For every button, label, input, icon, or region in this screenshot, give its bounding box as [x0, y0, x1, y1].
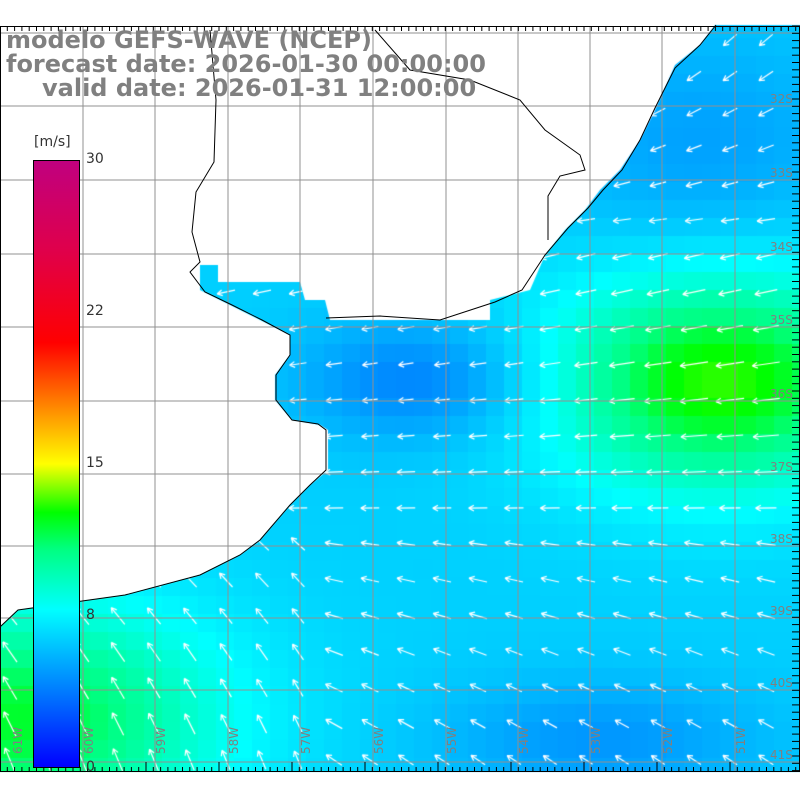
latitude-label: 32S [770, 92, 793, 106]
latitude-label: 33S [770, 166, 793, 180]
map-frame [0, 26, 800, 772]
longitude-label: 57W [299, 727, 313, 754]
title-forecast-date: forecast date: 2026-01-30 00:00:00 [6, 50, 486, 78]
colorbar-tick: 0 [86, 759, 95, 775]
longitude-labels: 61W 60W 59W 58W 57W 56W 55W 54W 53W 52W 51W [11, 727, 748, 754]
longitude-label: 61W [11, 727, 25, 754]
longitude-label: 53W [589, 727, 603, 754]
longitude-label: 58W [227, 727, 241, 754]
latitude-label: 41S [770, 748, 793, 762]
longitude-label: 56W [372, 727, 386, 754]
latitude-label: 36S [770, 387, 793, 401]
latitude-label: 40S [770, 676, 793, 690]
colorbar-tick: 30 [86, 151, 104, 167]
longitude-label: 52W [661, 727, 675, 754]
latitude-label: 39S [770, 604, 793, 618]
colorbar-tick: 15 [86, 455, 104, 471]
title-model: modelo GEFS-WAVE (NCEP) [6, 26, 372, 54]
colorbar-units: [m/s] [34, 134, 71, 150]
coastline [0, 24, 717, 628]
graticule [0, 25, 800, 772]
latitude-label: 35S [770, 313, 793, 327]
longitude-label: 51W [734, 727, 748, 754]
latitude-label: 34S [770, 240, 793, 254]
latitude-label: 38S [770, 532, 793, 546]
latitude-label: 37S [770, 460, 793, 474]
colorbar [33, 160, 80, 768]
colorbar-tick: 22 [86, 303, 104, 319]
title-valid-date: valid date: 2026-01-31 12:00:00 [42, 74, 477, 102]
colorbar-tick: 8 [86, 607, 95, 623]
longitude-label: 54W [517, 727, 531, 754]
longitude-label: 60W [82, 727, 96, 754]
latitude-labels: 32S 33S 34S 35S 36S 37S 38S 39S 40S 41S [770, 92, 793, 762]
longitude-label: 59W [154, 727, 168, 754]
longitude-label: 55W [445, 727, 459, 754]
